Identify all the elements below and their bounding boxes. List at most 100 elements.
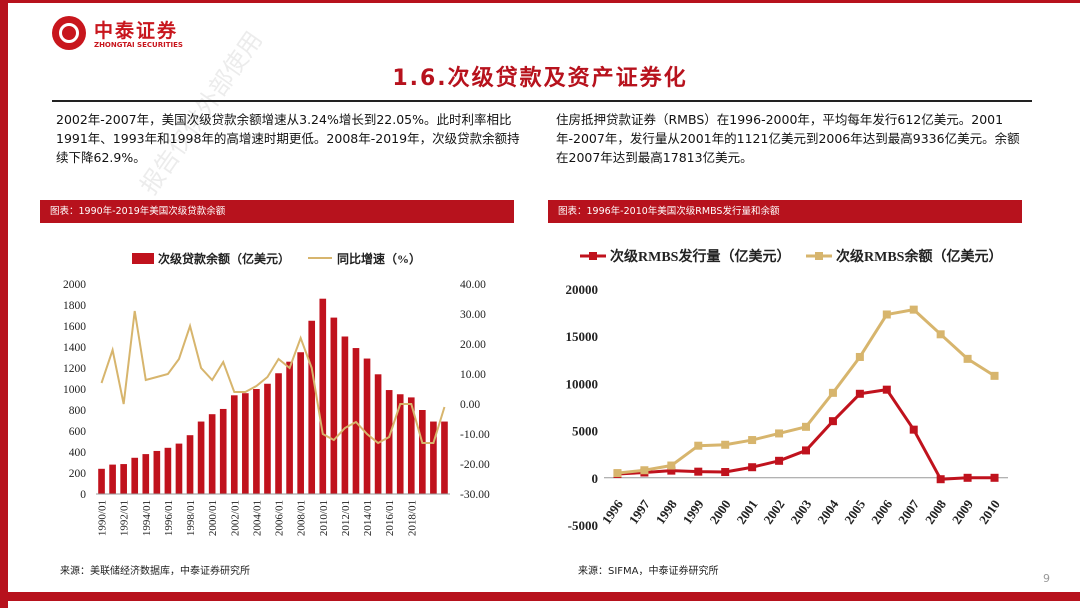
marker-issuance xyxy=(667,466,676,475)
y-tick-label: 5000 xyxy=(572,424,598,439)
bar-balance xyxy=(430,421,437,494)
y-tick-label: 15000 xyxy=(566,329,599,344)
legend-label-outstanding: 次级RMBS余额（亿美元） xyxy=(836,248,1002,265)
bar-balance xyxy=(407,397,415,494)
x-tick-label: 1990/01 xyxy=(97,500,109,536)
legend-label-growth: 同比增速（%） xyxy=(337,251,421,266)
y-right-tick-label: -30.00 xyxy=(460,489,490,501)
marker-outstanding xyxy=(748,436,757,445)
right-chart-banner: 图表：1996年-2010年美国次级RMBS发行量和余额 xyxy=(548,200,1022,223)
marker-issuance xyxy=(694,467,703,476)
marker-issuance xyxy=(963,473,972,482)
marker-outstanding xyxy=(640,466,649,475)
x-tick-label: 2000/01 xyxy=(207,500,219,536)
y-left-tick-label: 1000 xyxy=(63,384,86,396)
x-tick-label: 1996/01 xyxy=(163,500,175,536)
bar-balance xyxy=(341,336,349,494)
x-tick-label: 2004 xyxy=(814,497,841,527)
top-accent-bar xyxy=(0,0,1080,3)
bar-balance xyxy=(297,352,304,494)
bar-balance xyxy=(330,317,338,494)
y-left-tick-label: 2000 xyxy=(63,279,86,291)
bar-balance xyxy=(131,457,139,494)
bar-balance xyxy=(441,421,448,494)
marker-issuance xyxy=(748,463,757,472)
title-divider xyxy=(52,100,1032,102)
bar-balance xyxy=(164,447,172,494)
y-right-tick-label: -10.00 xyxy=(460,429,490,441)
left-paragraph: 2002年-2007年，美国次级贷款余额增速从3.24%增长到22.05%。此时… xyxy=(56,112,520,165)
x-tick-label: 2009 xyxy=(949,497,976,527)
marker-issuance xyxy=(990,473,999,482)
bar-balance xyxy=(153,450,161,494)
marker-issuance xyxy=(828,417,837,426)
legend-swatch-balance xyxy=(132,253,154,264)
marker-issuance xyxy=(882,385,891,394)
marker-outstanding xyxy=(990,371,999,380)
x-tick-label: 1996 xyxy=(599,497,626,527)
bar-balance xyxy=(219,408,227,494)
rmbs-issuance-chart: 次级RMBS发行量（亿美元） 次级RMBS余额（亿美元） -5000 0 5000 100… xyxy=(548,232,1022,554)
bar-balance xyxy=(98,468,105,494)
x-tick-label: 2008/01 xyxy=(296,500,308,536)
bar-balance xyxy=(264,383,271,494)
x-tick-label: 2016/01 xyxy=(384,500,396,536)
line-growth-rate xyxy=(100,310,446,445)
y-right-tick-label: -20.00 xyxy=(460,459,490,471)
marker-outstanding xyxy=(828,388,837,397)
marker-issuance xyxy=(721,468,730,477)
y-tick-label: -5000 xyxy=(568,518,598,533)
bar-balance xyxy=(208,414,216,494)
legend-label-issuance: 次级RMBS发行量（亿美元） xyxy=(610,248,790,265)
marker-outstanding xyxy=(963,354,972,363)
left-accent-bar xyxy=(0,0,8,608)
marker-outstanding xyxy=(721,440,730,449)
bar-balance xyxy=(175,443,183,494)
x-tick-label: 2014/01 xyxy=(362,500,374,536)
x-tick-label: 2004/01 xyxy=(251,500,263,536)
bar-balance xyxy=(363,358,371,494)
y-right-tick-label: 10.00 xyxy=(460,369,486,381)
marker-outstanding xyxy=(613,469,622,478)
marker-outstanding xyxy=(882,310,891,319)
x-tick-label: 1997 xyxy=(626,497,653,527)
bar-balance xyxy=(186,435,194,494)
bar-balance xyxy=(242,393,249,494)
bar-balance xyxy=(385,390,393,494)
bar-balance xyxy=(308,320,316,494)
y-right-tick-label: 0.00 xyxy=(460,399,480,411)
y-left-tick-label: 0 xyxy=(80,489,86,501)
y-left-tick-label: 1400 xyxy=(63,342,86,354)
y-left-tick-label: 600 xyxy=(69,426,87,438)
x-tick-label: 2006 xyxy=(868,497,895,527)
logo-english-name: ZHONGTAI SECURITIES xyxy=(94,41,183,49)
bar-balance xyxy=(253,389,260,494)
bar-balance xyxy=(197,421,205,494)
x-tick-label: 2000 xyxy=(706,497,733,527)
x-tick-label: 2007 xyxy=(895,497,922,527)
logo-mark-icon xyxy=(52,16,86,50)
logo-chinese-name: 中泰证券 xyxy=(94,20,179,42)
marker-issuance xyxy=(936,475,945,484)
company-logo: 中泰证券 ZHONGTAI SECURITIES xyxy=(52,16,200,54)
bar-balance xyxy=(286,361,293,494)
marker-outstanding xyxy=(909,305,918,314)
y-tick-label: 10000 xyxy=(566,376,599,391)
x-tick-label: 2005 xyxy=(841,497,868,527)
marker-issuance xyxy=(802,446,810,455)
marker-outstanding xyxy=(775,429,784,438)
bottom-accent-bar xyxy=(0,592,1080,601)
legend-label-balance: 次级贷款余额（亿美元） xyxy=(158,251,290,266)
bar-balance xyxy=(230,395,238,494)
x-tick-label: 2008 xyxy=(922,497,949,527)
bar-balance xyxy=(374,374,382,494)
marker-outstanding xyxy=(694,441,703,450)
y-left-tick-label: 1600 xyxy=(63,321,86,333)
legend-marker-outstanding xyxy=(815,252,823,260)
bar-balance xyxy=(419,410,426,494)
x-tick-label: 2012/01 xyxy=(340,500,352,536)
x-tick-label: 1998/01 xyxy=(185,500,197,536)
y-left-tick-label: 800 xyxy=(69,405,87,417)
y-tick-label: 0 xyxy=(592,471,599,486)
legend-marker-issuance xyxy=(589,252,597,260)
